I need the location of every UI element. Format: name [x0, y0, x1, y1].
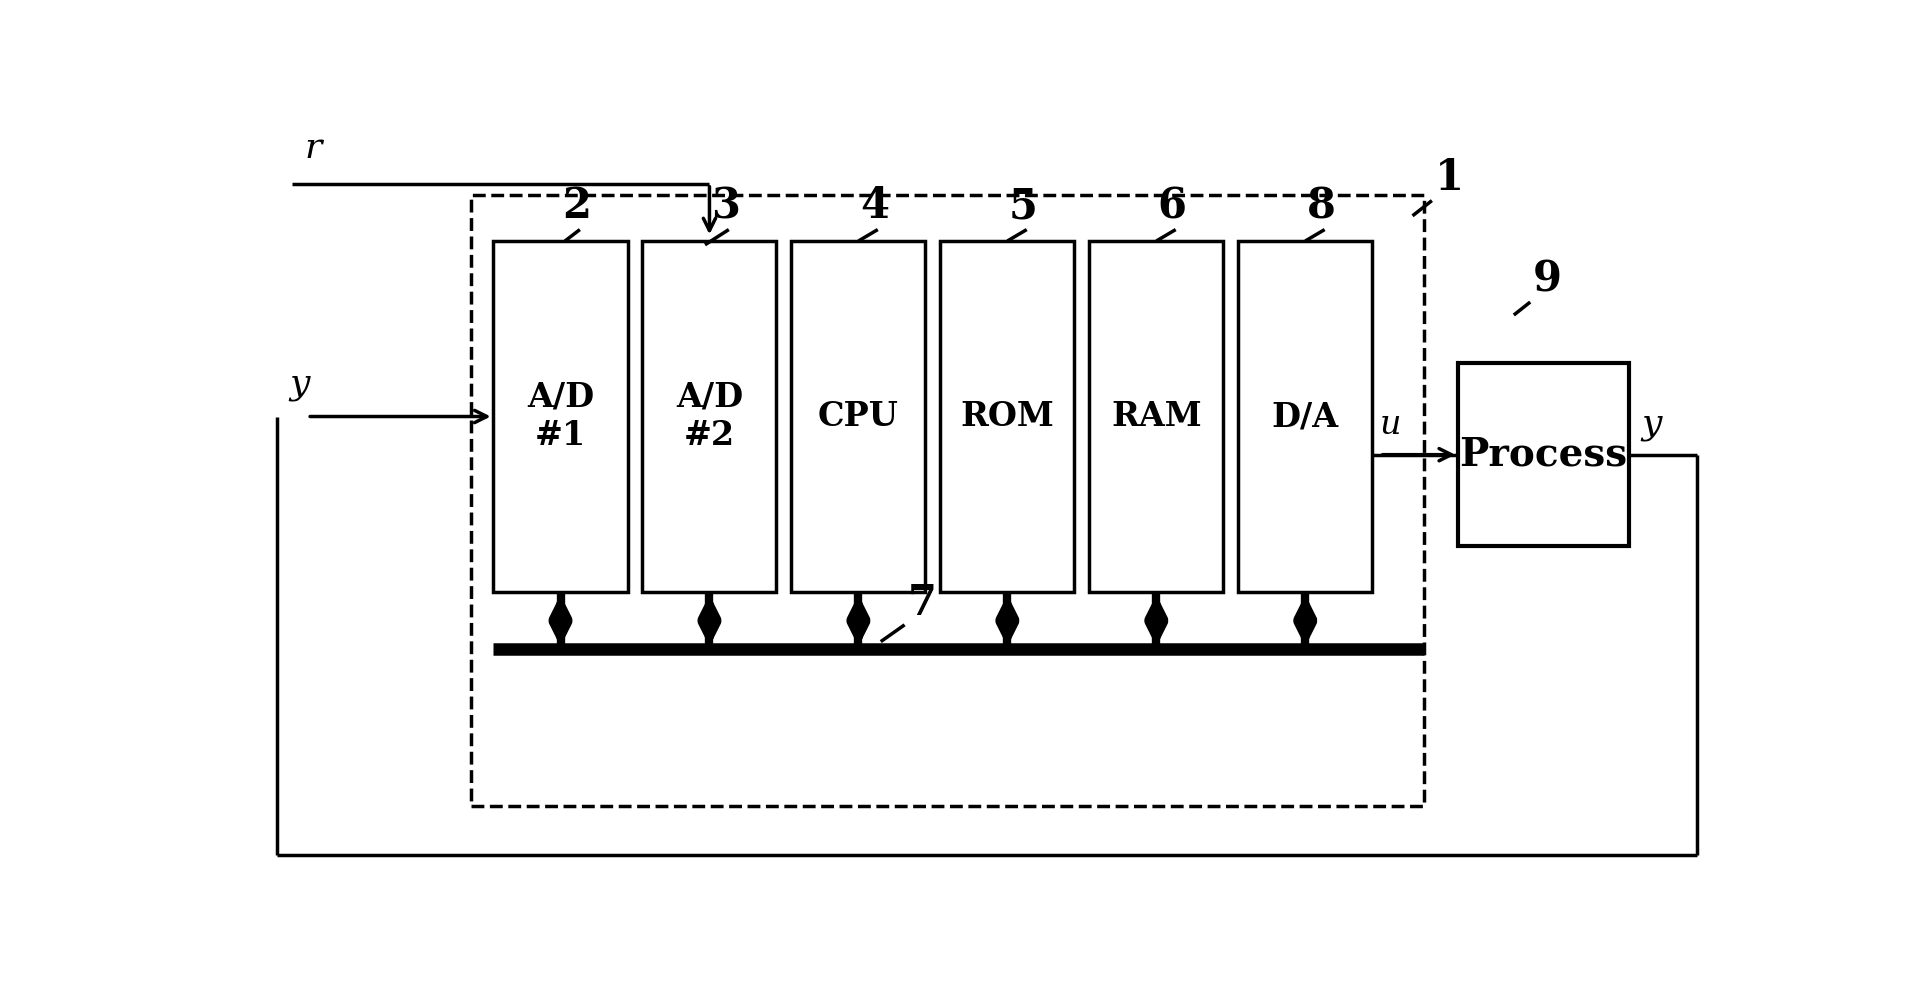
Text: 6: 6: [1157, 185, 1186, 227]
Text: 2: 2: [561, 185, 590, 227]
Bar: [1090, 241, 1222, 592]
Text: 9: 9: [1534, 259, 1563, 300]
Text: A/D
#2: A/D #2: [677, 381, 744, 452]
Text: u: u: [1380, 409, 1401, 441]
Bar: [471, 195, 1424, 806]
Bar: [642, 241, 776, 592]
Text: 3: 3: [711, 185, 740, 227]
Text: D/A: D/A: [1272, 400, 1340, 433]
Text: r: r: [304, 131, 321, 165]
Text: CPU: CPU: [819, 400, 899, 433]
Text: 4: 4: [859, 185, 888, 227]
Text: 8: 8: [1307, 185, 1336, 227]
Bar: [1238, 241, 1372, 592]
Text: y: y: [290, 368, 309, 401]
Bar: [494, 241, 627, 592]
Text: RAM: RAM: [1111, 400, 1201, 433]
Text: ROM: ROM: [961, 400, 1055, 433]
Bar: [1459, 363, 1630, 546]
Text: Process: Process: [1459, 436, 1628, 474]
Bar: [940, 241, 1074, 592]
Text: A/D
#1: A/D #1: [527, 381, 594, 452]
Text: 5: 5: [1009, 185, 1038, 227]
Text: y: y: [1641, 407, 1661, 441]
Bar: [792, 241, 926, 592]
Text: 1: 1: [1436, 157, 1465, 199]
Text: 7: 7: [907, 582, 936, 624]
